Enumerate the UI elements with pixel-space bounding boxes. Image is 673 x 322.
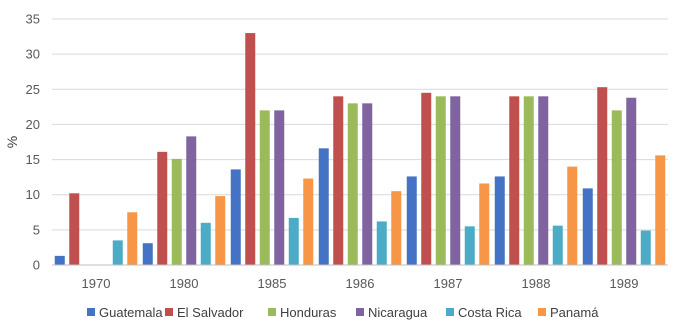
legend-label-panam-: Panamá — [550, 305, 599, 320]
legend-label-el-salvador: El Salvador — [177, 305, 244, 320]
y-axis-title: % — [4, 136, 20, 148]
bar-costa-rica-1980 — [200, 222, 211, 265]
bar-nicaragua-1987 — [450, 96, 461, 265]
y-tick-label: 5 — [33, 222, 40, 237]
bar-el-salvador-1970 — [69, 193, 80, 265]
bar-el-salvador-1988 — [509, 96, 520, 265]
bar-panam--1987 — [479, 183, 490, 265]
bar-panam--1989 — [655, 155, 666, 265]
x-tick-label: 1970 — [82, 276, 111, 291]
y-tick-label: 30 — [26, 47, 40, 62]
legend-swatch-guatemala — [87, 308, 95, 316]
bar-honduras-1988 — [523, 96, 534, 265]
bar-guatemala-1989 — [582, 188, 593, 265]
bar-el-salvador-1989 — [597, 87, 608, 265]
y-tick-label: 20 — [26, 117, 40, 132]
bar-panam--1980 — [215, 196, 226, 265]
bar-guatemala-1980 — [142, 243, 153, 265]
bar-el-salvador-1987 — [421, 92, 432, 265]
y-tick-label: 0 — [33, 258, 40, 273]
legend-label-nicaragua: Nicaragua — [368, 305, 428, 320]
bar-honduras-1989 — [611, 110, 622, 265]
y-tick-label: 15 — [26, 152, 40, 167]
legend-swatch-costa-rica — [446, 308, 454, 316]
bar-el-salvador-1985 — [245, 33, 256, 265]
bar-costa-rica-1989 — [640, 230, 651, 265]
bar-costa-rica-1987 — [464, 226, 475, 265]
bar-panam--1970 — [127, 212, 138, 265]
bar-honduras-1985 — [259, 110, 270, 265]
x-tick-label: 1989 — [610, 276, 639, 291]
bar-costa-rica-1985 — [288, 217, 299, 265]
y-tick-label: 25 — [26, 82, 40, 97]
bar-panam--1986 — [391, 191, 402, 265]
bar-guatemala-1985 — [230, 169, 241, 265]
bar-honduras-1986 — [347, 103, 358, 265]
bar-nicaragua-1980 — [186, 136, 197, 265]
bars — [54, 33, 666, 265]
bar-el-salvador-1986 — [333, 96, 344, 265]
bar-honduras-1987 — [435, 96, 446, 265]
x-tick-label: 1980 — [170, 276, 199, 291]
x-tick-label: 1986 — [346, 276, 375, 291]
bar-guatemala-1970 — [54, 255, 65, 265]
bar-guatemala-1987 — [406, 176, 417, 265]
y-tick-label: 35 — [26, 12, 40, 27]
legend-swatch-honduras — [268, 308, 276, 316]
bar-panam--1988 — [567, 166, 578, 265]
legend-label-honduras: Honduras — [280, 305, 337, 320]
bar-nicaragua-1986 — [362, 103, 373, 265]
bar-costa-rica-1986 — [376, 221, 387, 265]
axes: 0 5 10 15 20 25 30 35 1970 1980 1985 1986 1987 1988 19… — [26, 12, 668, 291]
bar-el-salvador-1980 — [157, 151, 168, 265]
x-tick-label: 1988 — [522, 276, 551, 291]
bar-costa-rica-1970 — [112, 240, 123, 265]
bar-nicaragua-1988 — [538, 96, 549, 265]
legend-label-guatemala: Guatemala — [99, 305, 163, 320]
bar-costa-rica-1988 — [552, 225, 563, 265]
legend-swatch-panam- — [538, 308, 546, 316]
x-tick-label: 1987 — [434, 276, 463, 291]
bar-guatemala-1986 — [318, 148, 329, 265]
legend: Guatemala El Salvador Honduras Nicaragua Cos… — [87, 305, 599, 320]
bar-nicaragua-1985 — [274, 110, 285, 265]
gridlines — [52, 18, 668, 231]
legend-swatch-nicaragua — [356, 308, 364, 316]
bar-nicaragua-1989 — [626, 97, 637, 265]
bar-panam--1985 — [303, 178, 314, 265]
x-tick-label: 1985 — [258, 276, 287, 291]
bar-guatemala-1988 — [494, 176, 505, 265]
legend-swatch-el-salvador — [165, 308, 173, 316]
legend-label-costa-rica: Costa Rica — [458, 305, 522, 320]
bar-honduras-1980 — [171, 158, 182, 265]
y-tick-label: 10 — [26, 187, 40, 202]
